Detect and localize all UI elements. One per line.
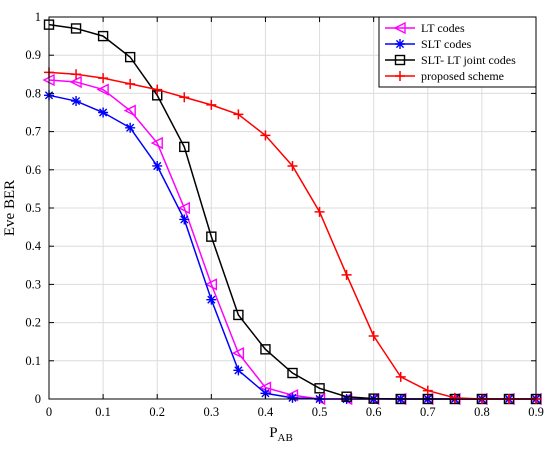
data-point	[125, 78, 136, 89]
data-point	[206, 99, 217, 110]
y-tick-label: 0.6	[25, 163, 41, 177]
y-tick-label: 0	[35, 392, 41, 406]
data-point	[449, 392, 460, 403]
data-point	[422, 385, 433, 396]
y-tick-label: 0.7	[25, 125, 41, 139]
legend-item: SLT- LT joint codes	[385, 53, 516, 67]
legend-label: proposed scheme	[421, 69, 504, 83]
y-tick-label: 0.5	[25, 201, 41, 215]
x-tick-label: 0.6	[366, 405, 382, 419]
data-point	[260, 344, 271, 355]
data-point	[341, 391, 352, 402]
x-tick-label: 0.8	[474, 405, 490, 419]
legend-marker	[395, 39, 405, 49]
data-point	[71, 96, 82, 107]
data-point	[287, 392, 298, 403]
data-point	[96, 83, 109, 96]
y-tick-label: 0.2	[25, 316, 41, 330]
data-point	[98, 73, 109, 84]
data-point	[395, 371, 406, 382]
x-tick-label: 0.3	[204, 405, 220, 419]
data-point	[150, 136, 163, 150]
x-tick-label: 0.2	[149, 405, 165, 419]
x-tick-label: 0.5	[312, 405, 328, 419]
data-point	[125, 122, 136, 133]
legend-item: proposed scheme	[385, 69, 504, 83]
data-point	[71, 69, 82, 80]
y-axis-label: Eve BER	[2, 180, 18, 236]
data-point	[231, 347, 245, 360]
data-point	[287, 367, 298, 379]
data-point	[206, 231, 217, 242]
data-point	[314, 206, 325, 217]
legend-label: SLT- LT joint codes	[421, 53, 516, 67]
data-point	[70, 23, 82, 34]
x-tick-label: 0	[46, 405, 52, 419]
x-tick-label: 0.1	[95, 405, 111, 419]
x-tick-label: 0.7	[420, 405, 436, 419]
data-point	[152, 160, 163, 171]
data-point	[314, 383, 325, 394]
x-axis-label: PAB	[269, 425, 293, 444]
y-tick-label: 1	[35, 10, 41, 24]
data-point	[97, 30, 109, 42]
legend: LT codes SLT codes SLT- LT joint codes prop…	[378, 16, 537, 88]
y-tick-label: 0.1	[25, 354, 41, 368]
legend-label: LT codes	[421, 21, 465, 35]
data-point	[260, 388, 271, 399]
data-point	[69, 75, 82, 89]
y-tick-label: 0.4	[25, 239, 41, 253]
data-point	[177, 201, 190, 215]
data-point	[233, 365, 244, 376]
data-point	[124, 51, 136, 63]
data-point	[341, 269, 352, 280]
y-tick-label: 0.9	[25, 48, 41, 62]
data-point	[179, 214, 190, 225]
data-point	[123, 104, 136, 117]
x-axis-label-subscript: AB	[278, 432, 293, 444]
legend-marker	[395, 71, 405, 81]
data-point	[233, 309, 244, 321]
data-point	[98, 107, 109, 118]
data-point	[206, 294, 217, 305]
y-tick-label: 0.8	[25, 86, 41, 100]
legend-marker	[394, 54, 406, 66]
legend-item: LT codes	[385, 21, 465, 35]
axis-ticks: 0 0.1 0.2 0.3 0.4 0.5 0.6 0.7 0.8 0.9 0 0.1 0.2 0.3 0.…	[25, 10, 543, 419]
legend-label: SLT codes	[421, 37, 472, 51]
legend-item: SLT codes	[385, 37, 472, 51]
data-point	[233, 109, 244, 120]
legend-marker	[393, 21, 406, 35]
data-point	[368, 330, 379, 341]
data-point	[287, 160, 298, 171]
data-point	[204, 278, 218, 291]
x-axis-label-main: P	[269, 425, 277, 441]
data-point	[152, 84, 163, 95]
data-point	[179, 141, 190, 153]
y-tick-label: 0.3	[25, 277, 41, 291]
x-tick-label: 0.4	[258, 405, 274, 419]
data-point	[260, 130, 271, 141]
data-point	[179, 92, 190, 103]
x-tick-label: 0.9	[528, 405, 544, 419]
